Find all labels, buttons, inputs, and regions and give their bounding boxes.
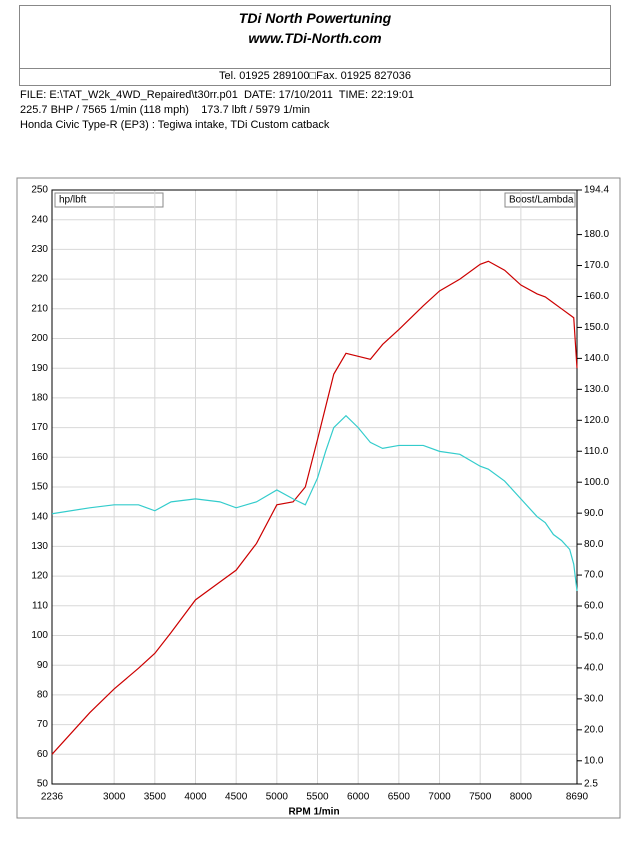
y-tick-label: 200 xyxy=(31,333,48,344)
x-tick-label: 5000 xyxy=(266,792,289,803)
y2-tick-label: 90.0 xyxy=(584,508,604,519)
y2-tick-label: 20.0 xyxy=(584,724,604,735)
header-box xyxy=(19,5,611,69)
y2-tick-label: 100.0 xyxy=(584,477,609,488)
y2-tick-label: 50.0 xyxy=(584,632,604,643)
y2-tick-label: 60.0 xyxy=(584,601,604,612)
y2-tick-label: 170.0 xyxy=(584,260,609,271)
contact-box xyxy=(19,68,611,86)
y-tick-label: 90 xyxy=(37,660,49,671)
x-tick-label: 3000 xyxy=(103,792,126,803)
y-tick-label: 210 xyxy=(31,303,48,314)
x-tick-label: 7000 xyxy=(428,792,451,803)
website: www.TDi-North.com xyxy=(248,30,382,46)
chart-frame xyxy=(16,177,621,819)
x-tick-label: 8000 xyxy=(510,792,533,803)
info-line: Honda Civic Type-R (EP3) : Tegiwa intake… xyxy=(20,119,330,131)
y2-axis-label: Boost/Lambda xyxy=(509,195,574,206)
x-tick-label: 4500 xyxy=(225,792,248,803)
info-line: FILE: E:\TAT_W2k_4WD_Repaired\t30rr.p01 … xyxy=(20,89,414,101)
y-tick-label: 100 xyxy=(31,630,48,641)
x-tick-label: 6500 xyxy=(388,792,411,803)
y2-tick-label: 10.0 xyxy=(584,755,604,766)
y2-tick-label: 70.0 xyxy=(584,570,604,581)
y2-tick-label: 130.0 xyxy=(584,384,609,395)
y2-tick-label: 80.0 xyxy=(584,539,604,550)
y2-tick-label: 160.0 xyxy=(584,291,609,302)
y2-tick-label: 120.0 xyxy=(584,415,609,426)
y-tick-label: 220 xyxy=(31,274,48,285)
y-tick-label: 180 xyxy=(31,393,48,404)
y2-tick-label: 30.0 xyxy=(584,694,604,705)
x-tick-label: 6000 xyxy=(347,792,370,803)
y-tick-label: 110 xyxy=(32,600,48,611)
x-axis-label: RPM 1/min xyxy=(288,807,339,818)
y2-tick-label: 150.0 xyxy=(584,322,609,333)
y-tick-label: 80 xyxy=(37,690,49,701)
y-tick-label: 60 xyxy=(37,749,49,760)
plot-frame xyxy=(51,189,578,785)
contact: Tel. 01925 289100□Fax. 01925 827036 xyxy=(219,70,411,82)
y2-tick-label: 2.5 xyxy=(584,779,598,790)
x-tick-label: 5500 xyxy=(306,792,329,803)
y2-tick-label: 110.0 xyxy=(584,446,609,457)
y2-tick-label: 194.4 xyxy=(584,185,609,196)
y-tick-label: 250 xyxy=(31,185,48,196)
y-tick-label: 190 xyxy=(31,363,48,374)
y-axis-label: hp/lbft xyxy=(59,195,86,206)
x-tick-label: 2236 xyxy=(41,792,64,803)
y-tick-label: 170 xyxy=(31,422,48,433)
x-tick-label: 3500 xyxy=(144,792,167,803)
x-tick-label: 7500 xyxy=(469,792,492,803)
y2-tick-label: 180.0 xyxy=(584,229,609,240)
y-tick-label: 120 xyxy=(31,571,48,582)
legend-box xyxy=(54,192,164,208)
series-line xyxy=(51,260,578,755)
y-tick-label: 230 xyxy=(31,244,48,255)
y-tick-label: 50 xyxy=(37,779,49,790)
legend-box xyxy=(504,192,576,208)
x-tick-label: 4000 xyxy=(184,792,207,803)
y-tick-label: 70 xyxy=(37,719,49,730)
y-tick-label: 140 xyxy=(31,511,48,522)
y2-tick-label: 140.0 xyxy=(584,353,609,364)
series-line xyxy=(51,414,578,592)
y-tick-label: 150 xyxy=(31,482,48,493)
company: TDi North Powertuning xyxy=(238,10,392,26)
y-tick-label: 160 xyxy=(31,452,48,463)
info-line: 225.7 BHP / 7565 1/min (118 mph) 173.7 l… xyxy=(20,104,311,116)
x-tick-label: 8690 xyxy=(566,792,589,803)
y-tick-label: 240 xyxy=(31,214,48,225)
y2-tick-label: 40.0 xyxy=(584,663,604,674)
y-tick-label: 130 xyxy=(31,541,48,552)
